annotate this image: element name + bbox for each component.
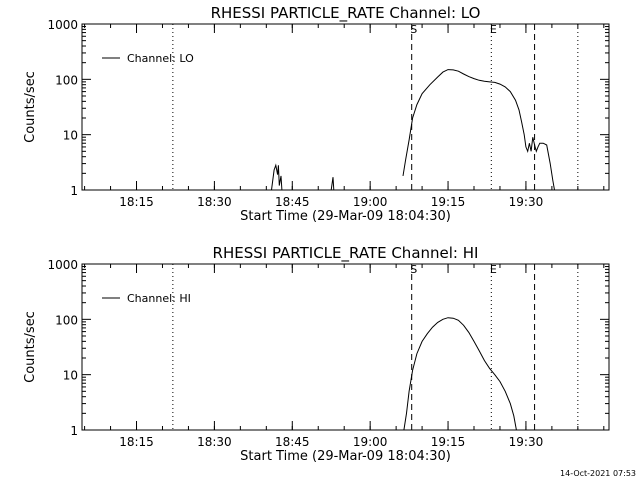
x-tick-label: 18:45: [275, 435, 310, 449]
lo-channel-panel: RHESSI PARTICLE_RATE Channel: LO 18:15 18:…: [23, 4, 610, 224]
y-tick-label: 1000: [47, 18, 78, 32]
x-tick-label: 19:15: [431, 195, 466, 209]
chart-title: RHESSI PARTICLE_RATE Channel: LO: [211, 4, 481, 23]
x-tick-label: 19:30: [509, 435, 544, 449]
time-marker-label: S: [410, 263, 417, 276]
chart-title: RHESSI PARTICLE_RATE Channel: HI: [213, 244, 479, 263]
x-tick-label: 19:15: [431, 435, 466, 449]
x-tick-label: 19:30: [509, 195, 544, 209]
y-tick-label: 100: [55, 73, 78, 87]
plot-frame: [81, 23, 610, 191]
x-tick-label: 18:30: [197, 195, 232, 209]
particle-rate-series-line: [403, 317, 517, 431]
particle-rate-series-line: [330, 177, 335, 191]
particle-rate-series-line: [271, 163, 283, 191]
time-marker-label: E: [490, 263, 497, 276]
time-marker-label: E: [490, 23, 497, 36]
particle-rate-series-line: [402, 69, 555, 191]
y-tick-label: 10: [63, 369, 78, 383]
time-marker-label: S: [410, 23, 417, 36]
plot-frame: [81, 263, 610, 431]
x-tick-label: 18:15: [119, 195, 154, 209]
x-tick-label: 19:00: [353, 435, 388, 449]
x-tick-label: 18:30: [197, 435, 232, 449]
plot-timestamp: 14-Oct-2021 07:53: [560, 469, 636, 478]
x-axis-label: Start Time (29-Mar-09 18:04:30): [240, 449, 451, 464]
y-tick-label: 1: [70, 184, 78, 198]
y-axis-label: Counts/sec: [23, 311, 38, 383]
x-tick-label: 18:45: [275, 195, 310, 209]
x-tick-label: 19:00: [353, 195, 388, 209]
legend-label: Channel: HI: [127, 292, 191, 305]
y-tick-label: 10: [63, 129, 78, 143]
y-tick-label: 1000: [47, 258, 78, 272]
y-axis-label: Counts/sec: [23, 71, 38, 143]
y-tick-label: 100: [55, 313, 78, 327]
x-tick-label: 18:15: [119, 435, 154, 449]
hi-channel-panel: RHESSI PARTICLE_RATE Channel: HI 18:15 18:…: [23, 244, 610, 464]
legend-label: Channel: LO: [127, 52, 194, 65]
y-tick-label: 1: [70, 424, 78, 438]
x-axis-label: Start Time (29-Mar-09 18:04:30): [240, 209, 451, 224]
